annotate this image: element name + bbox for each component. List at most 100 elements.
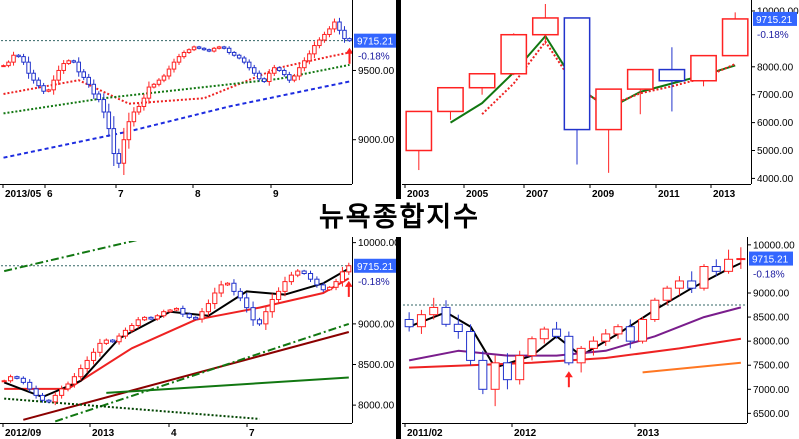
- candle-body: [136, 105, 142, 113]
- candle-body: [490, 362, 500, 390]
- candle-body: [116, 335, 122, 343]
- candle-body: [226, 47, 232, 53]
- candle-body: [613, 326, 623, 335]
- candle-body: [91, 83, 97, 95]
- candle-body: [322, 33, 327, 41]
- candle-body: [237, 290, 243, 299]
- candle-body: [66, 60, 71, 65]
- y-tick-label: 7500.00: [753, 361, 790, 372]
- x-tick-label: 2013: [713, 189, 736, 199]
- y-tick-label: 10000.00: [358, 238, 396, 249]
- candle-body: [625, 326, 635, 342]
- marker-arrow: [344, 280, 352, 287]
- candle-body: [21, 56, 26, 63]
- candle-body: [11, 54, 16, 63]
- x-tick-label: 2013: [637, 428, 660, 439]
- y-tick-label: 8500.00: [358, 360, 395, 371]
- candle-body: [14, 376, 20, 379]
- candle-body: [146, 86, 152, 99]
- candle-body: [1, 380, 7, 383]
- candle-body: [327, 28, 332, 35]
- candle-body: [339, 271, 346, 283]
- candle-body: [650, 299, 660, 320]
- candle-body: [110, 339, 116, 343]
- candle-body: [241, 57, 247, 63]
- y-tick-label: 4000.00: [757, 174, 794, 185]
- x-tick-label: 9: [273, 189, 279, 199]
- candle-body: [201, 47, 207, 51]
- candle-body: [724, 258, 734, 272]
- candle-body: [46, 89, 51, 92]
- candle-body: [101, 99, 107, 113]
- candle-body: [342, 29, 347, 40]
- candle-body: [347, 38, 352, 42]
- candle-body: [103, 339, 109, 344]
- candle-body: [1, 65, 6, 68]
- candle-body: [27, 381, 33, 390]
- candle-body: [97, 342, 103, 353]
- candle-body: [269, 299, 275, 313]
- candle-body: [277, 67, 282, 71]
- candle-body: [658, 68, 686, 82]
- y-tick-label: 8000.00: [753, 337, 790, 348]
- candle-body: [662, 287, 672, 301]
- x-tick-label: 2005: [466, 189, 489, 199]
- candle-body: [6, 61, 11, 67]
- candle-body: [327, 286, 333, 291]
- candle-body: [346, 265, 352, 273]
- candle-body: [161, 75, 167, 81]
- candle-body: [151, 83, 157, 88]
- candle-body: [171, 61, 177, 70]
- x-tick-label: 2013: [92, 428, 115, 439]
- candle-body: [674, 280, 684, 289]
- candle-body: [267, 72, 272, 83]
- candle-body: [111, 128, 117, 155]
- x-tick-label: 2012/09: [5, 428, 42, 439]
- candle-body: [563, 17, 591, 131]
- y-tick-label: 8500.00: [753, 313, 790, 324]
- candle-body: [576, 347, 586, 364]
- candle-body: [181, 51, 187, 58]
- daily-chart-panel: 9500.00 9000.00 2013/05 6 7 8 9 9715.21 -0.18%: [0, 0, 396, 199]
- candle-body: [154, 315, 160, 320]
- page-title: 뉴욕종합지수: [318, 202, 481, 233]
- price-box: [749, 251, 793, 266]
- candle-body: [333, 281, 339, 288]
- candle-body: [176, 56, 182, 63]
- candle-body: [539, 328, 549, 340]
- overlay-line-5: [3, 241, 138, 273]
- y-tick-label: 9000.00: [753, 289, 790, 300]
- candle-body: [405, 110, 433, 152]
- candle-body: [337, 21, 342, 31]
- candle-body: [106, 111, 112, 130]
- candle-body: [416, 314, 426, 328]
- y-tick-label: 9500.00: [358, 66, 395, 77]
- candle-body: [295, 270, 301, 276]
- series-layer: [1, 241, 352, 423]
- candle-body: [302, 60, 307, 69]
- candle-body: [292, 75, 297, 81]
- candle-body: [90, 351, 97, 361]
- x-tick-label: 2012: [514, 428, 537, 439]
- price-label: 9715.21: [357, 262, 394, 273]
- candle-body: [166, 68, 172, 77]
- candle-body: [71, 60, 76, 63]
- price-box: [354, 33, 396, 48]
- candle-body: [282, 281, 288, 292]
- weekly-chart: 10000.00 9000.00 8500.00 8000.00 2012/09 2013…: [0, 237, 396, 439]
- candle-body: [314, 278, 320, 286]
- candle-body: [236, 54, 242, 59]
- candle-body: [500, 33, 528, 75]
- candle-body: [256, 319, 263, 325]
- candle-body: [116, 153, 122, 164]
- candle-body: [81, 71, 86, 78]
- x-tick-label: 8: [195, 189, 201, 199]
- candle-body: [206, 49, 212, 52]
- price-box: [354, 258, 396, 273]
- candle-body: [287, 74, 292, 81]
- candle-body: [588, 340, 598, 349]
- yearly-chart: 10000.008000.007000.006000.005000.004000…: [402, 0, 799, 199]
- candle-body: [282, 69, 287, 76]
- candle-body: [86, 76, 92, 85]
- candle-body: [699, 266, 709, 289]
